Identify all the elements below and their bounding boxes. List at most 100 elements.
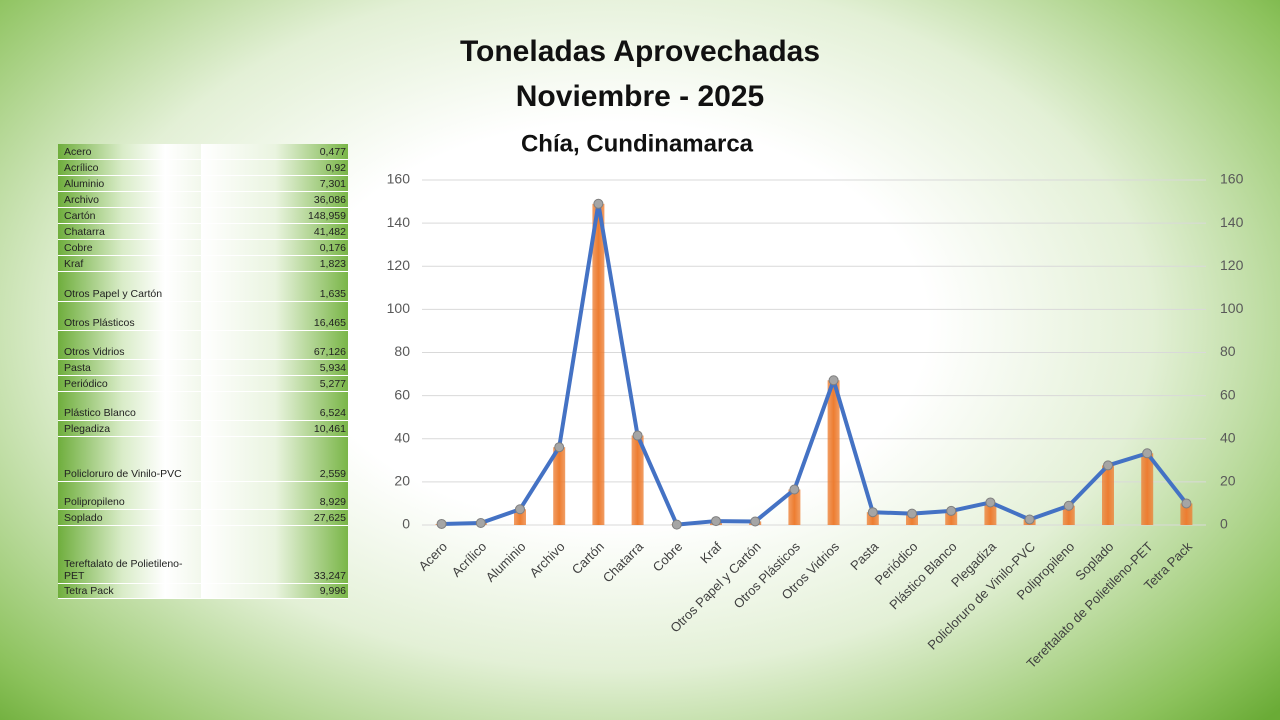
y2-tick-label: 60 (1220, 386, 1236, 402)
label-cell: Aluminio (58, 176, 202, 191)
line-marker (1063, 500, 1074, 511)
line-marker (1024, 514, 1035, 525)
x-tick-label: Archivo (526, 539, 567, 580)
bar (631, 435, 644, 525)
value-cell: 41,482 (202, 224, 348, 239)
table-row: Plástico Blanco 6,524 (58, 392, 348, 421)
label-cell: Chatarra (58, 224, 202, 239)
y-tick-label: 80 (394, 343, 410, 359)
line-marker (750, 516, 761, 527)
table-row: Otros Plásticos 16,465 (58, 302, 348, 331)
bar (1062, 505, 1075, 525)
x-tick-label: Cobre (650, 539, 686, 575)
label-cell: Otros Vidrios (58, 331, 202, 359)
y-tick-label: 40 (394, 429, 410, 445)
line-marker (867, 507, 878, 518)
value-cell: 9,996 (202, 584, 348, 598)
chart-title: Noviembre - 2025 (516, 80, 764, 113)
y-tick-label: 0 (402, 516, 410, 532)
bar (827, 380, 840, 525)
y-tick-label: 20 (394, 473, 410, 489)
line (441, 201, 1188, 527)
table-row: Chatarra 41,482 (58, 224, 348, 240)
value-cell: 27,625 (202, 510, 348, 525)
line-marker (475, 518, 486, 529)
label-cell: Otros Plásticos (58, 302, 202, 330)
value-cell: 0,92 (202, 160, 348, 175)
value-cell: 67,126 (202, 331, 348, 359)
line-marker (985, 497, 996, 508)
y-tick-label: 140 (387, 214, 411, 230)
x-tick-label: Pasta (847, 538, 882, 573)
label-cell: Plástico Blanco (58, 392, 202, 420)
line-marker (593, 198, 604, 209)
line-marker (828, 375, 839, 386)
x-tick-label: Kraf (697, 539, 725, 567)
value-cell: 6,524 (202, 392, 348, 420)
table-row: Acero 0,477 (58, 144, 348, 160)
value-cell: 1,823 (202, 256, 348, 271)
table-row: Archivo 36,086 (58, 192, 348, 208)
label-cell: Acero (58, 144, 202, 159)
value-cell: 5,277 (202, 376, 348, 391)
label-cell: Otros Papel y Cartón (58, 272, 202, 301)
table-row: Acrílico 0,92 (58, 160, 348, 176)
label-cell: Periódico (58, 376, 202, 391)
y2-tick-label: 140 (1220, 214, 1244, 230)
x-tick-label: Plástico Blanco (886, 539, 959, 612)
value-cell: 1,635 (202, 272, 348, 301)
value-cell: 7,301 (202, 176, 348, 191)
label-cell: Pasta (58, 360, 202, 375)
value-cell: 36,086 (202, 192, 348, 207)
table-row: Aluminio 7,301 (58, 176, 348, 192)
y2-tick-label: 160 (1220, 171, 1244, 187)
bar (1141, 453, 1154, 525)
line-marker (946, 505, 957, 516)
x-tick-label: Aluminio (483, 539, 529, 585)
label-cell: Acrílico (58, 160, 202, 175)
x-tick-label: Chatarra (600, 538, 647, 585)
label-cell: Policloruro de Vinilo-PVC (58, 437, 202, 481)
table-row: Periódico 5,277 (58, 376, 348, 392)
line-marker (711, 516, 721, 527)
label-cell: Tetra Pack (58, 584, 202, 598)
label-cell: Tereftalato de Polietileno-PET (58, 526, 202, 583)
line-marker (436, 518, 447, 529)
label-cell: Archivo (58, 192, 202, 207)
value-cell: 0,477 (202, 144, 348, 159)
line-marker (907, 508, 917, 519)
table-row: Plegadiza 10,461 (58, 421, 348, 437)
chart-subtitle: Chía, Cundinamarca (521, 130, 754, 157)
label-cell: Plegadiza (58, 421, 202, 436)
value-cell: 2,559 (202, 437, 348, 481)
table-row: Kraf 1,823 (58, 256, 348, 272)
value-cell: 8,929 (202, 482, 348, 509)
bar (788, 489, 801, 525)
table-row: Pasta 5,934 (58, 360, 348, 376)
bar (984, 502, 997, 525)
y2-tick-label: 40 (1220, 429, 1236, 445)
table-row: Policloruro de Vinilo-PVC 2,559 (58, 437, 348, 482)
bar (906, 513, 918, 525)
value-cell: 16,465 (202, 302, 348, 330)
x-tick-label: Cartón (569, 539, 607, 577)
line-marker (515, 504, 525, 515)
line-marker (789, 484, 800, 495)
y2-tick-label: 80 (1220, 343, 1236, 359)
y-tick-label: 100 (387, 300, 411, 316)
bar (553, 447, 566, 525)
y2-tick-label: 0 (1220, 516, 1228, 532)
table-row: Tetra Pack 9,996 (58, 584, 348, 599)
line-marker (554, 442, 565, 453)
label-cell: Kraf (58, 256, 202, 271)
y-tick-label: 120 (387, 257, 411, 273)
y-tick-label: 160 (387, 171, 411, 187)
chart-title: Toneladas Aprovechadas (460, 35, 820, 68)
y2-tick-label: 100 (1220, 300, 1244, 316)
line-marker (671, 519, 682, 530)
bar (592, 203, 605, 525)
table-row: Cartón 148,959 (58, 208, 348, 224)
value-cell: 10,461 (202, 421, 348, 436)
